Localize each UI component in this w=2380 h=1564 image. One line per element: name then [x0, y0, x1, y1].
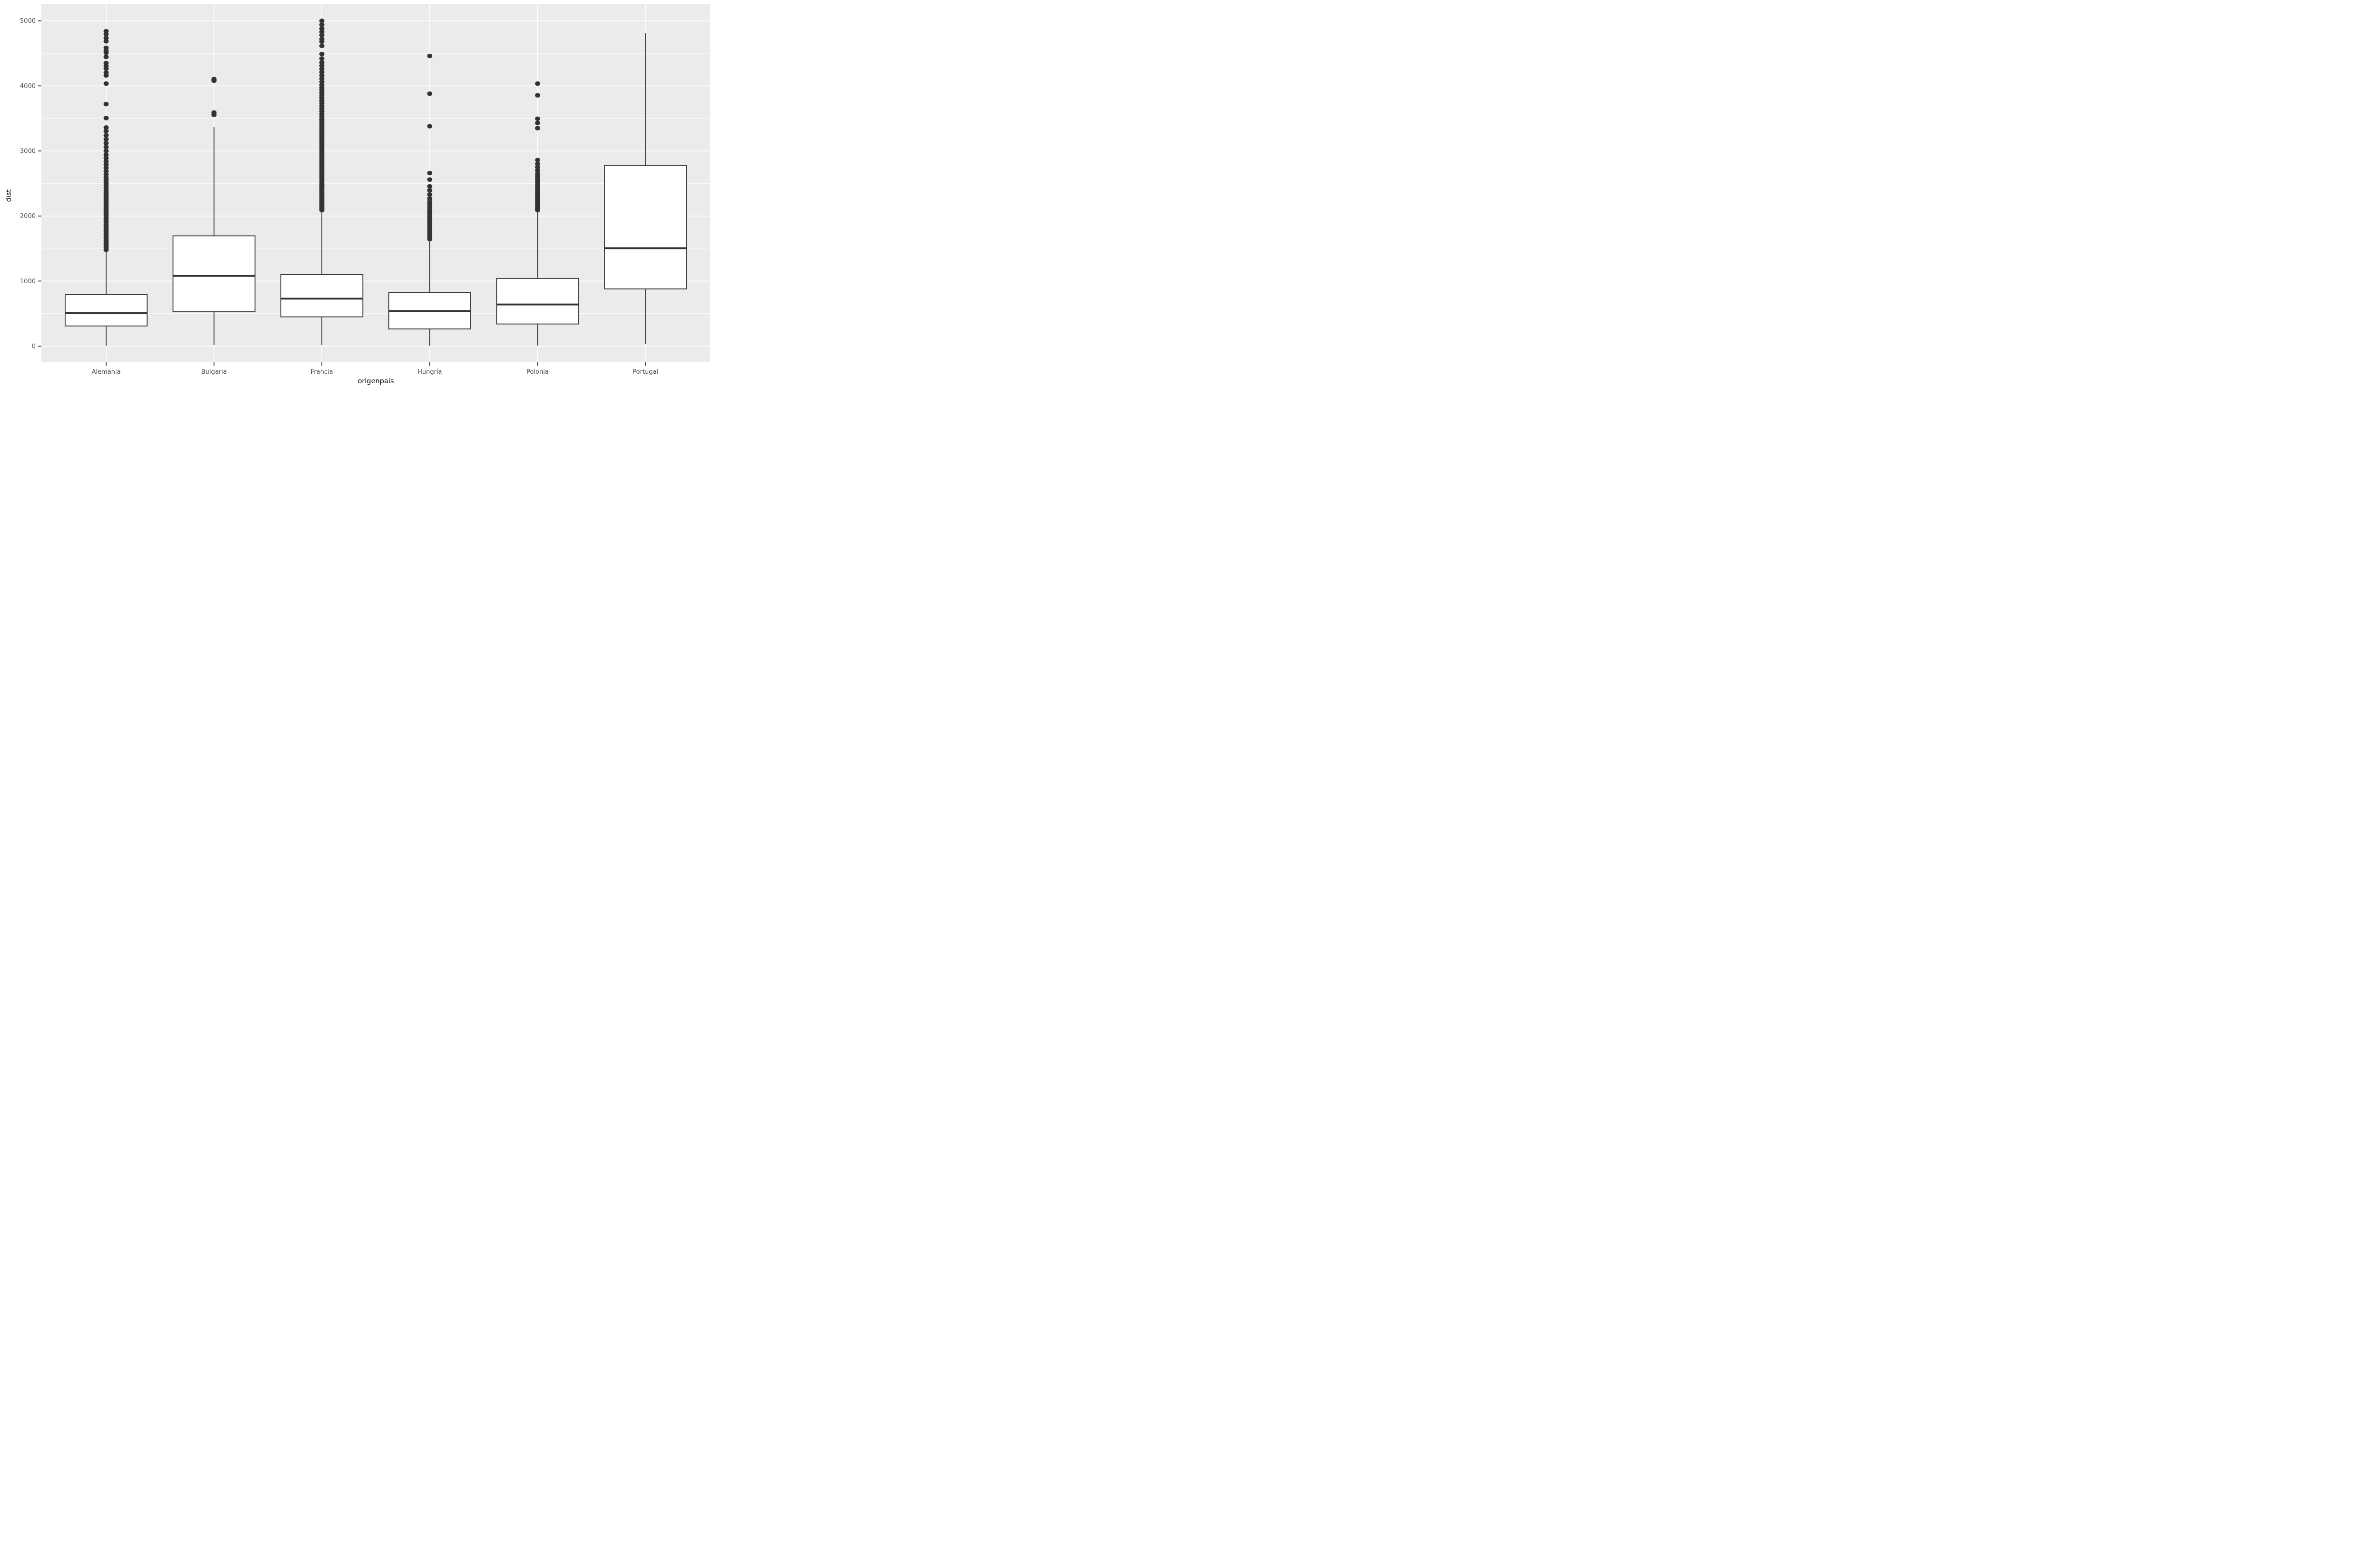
x-tick-label: Portugal [633, 369, 658, 376]
outlier-point-polonia [535, 116, 540, 121]
outlier-point-alemania [103, 149, 109, 153]
y-tick-label: 4000 [20, 83, 36, 90]
y-tick-label: 0 [32, 343, 36, 350]
outlier-point-polonia [535, 93, 540, 98]
outlier-point-francia [319, 32, 325, 38]
outlier-point-alemania [103, 162, 109, 167]
outlier-point-francia [319, 60, 325, 65]
y-tick-label: 1000 [20, 278, 36, 285]
x-tick-label: Polonia [526, 369, 549, 376]
outlier-point-alemania [103, 145, 109, 149]
outlier-point-bulgaria [211, 77, 217, 81]
outlier-point-polonia [535, 168, 540, 173]
x-tick-label: Francia [311, 369, 333, 376]
outlier-point-alemania [103, 39, 109, 44]
outlier-point-hungria [427, 188, 433, 193]
outlier-point-francia [319, 83, 325, 88]
outlier-point-francia [319, 30, 325, 34]
x-axis-title: origenpais [357, 378, 394, 385]
box-francia [280, 274, 364, 318]
outlier-point-hungria [427, 196, 433, 201]
outlier-point-alemania [103, 101, 109, 107]
outlier-point-alemania [103, 29, 109, 34]
outlier-point-francia [319, 80, 325, 84]
box-portugal [604, 165, 687, 289]
outlier-point-alemania [103, 81, 109, 86]
outlier-point-francia [319, 22, 325, 27]
outlier-point-hungria [427, 91, 433, 96]
outlier-point-francia [319, 37, 325, 41]
x-tick-label: Bulgaria [201, 369, 227, 376]
outlier-point-francia [319, 67, 325, 71]
outlier-point-alemania [103, 125, 109, 130]
outlier-point-polonia [535, 165, 540, 169]
outlier-point-polonia [535, 126, 540, 131]
outlier-point-hungria [427, 170, 433, 176]
outlier-point-francia [319, 63, 325, 68]
outlier-point-alemania [103, 133, 109, 138]
outlier-point-alemania [103, 169, 109, 174]
outlier-point-alemania [103, 36, 109, 40]
boxplot-figure: 0 1000 2000 3000 4000 5000 Alemania Bulgaria Fra… [0, 0, 714, 391]
box-bulgaria [172, 235, 256, 312]
outlier-point-hungria [427, 177, 433, 182]
outlier-point-polonia [535, 171, 540, 176]
outlier-point-alemania [103, 159, 109, 164]
y-tick-label: 5000 [20, 18, 36, 25]
outlier-point-francia [319, 51, 325, 57]
outlier-point-alemania [103, 172, 109, 177]
box-polonia [496, 278, 579, 325]
outlier-point-francia [319, 26, 325, 31]
outlier-point-alemania [103, 70, 109, 75]
outlier-point-polonia [535, 161, 540, 167]
outlier-point-polonia [535, 120, 540, 126]
outlier-point-bulgaria [211, 110, 217, 115]
y-axis-title: dist [5, 189, 13, 202]
outlier-point-alemania [103, 54, 109, 60]
outlier-point-francia [319, 43, 325, 49]
plot-panel [41, 4, 710, 362]
outlier-point-francia [319, 18, 325, 23]
y-tick-label: 2000 [20, 213, 36, 220]
outlier-point-alemania [103, 156, 109, 160]
outlier-point-alemania [103, 137, 109, 142]
outlier-point-francia [319, 73, 325, 78]
outlier-point-francia [319, 76, 325, 81]
outlier-point-hungria [427, 184, 433, 189]
x-tick-label: Hungría [417, 369, 442, 376]
outlier-point-hungria [427, 192, 433, 197]
outlier-point-hungria [427, 53, 433, 59]
outlier-point-polonia [535, 81, 540, 86]
outlier-point-francia [319, 56, 325, 61]
outlier-point-alemania [103, 116, 109, 120]
outlier-point-hungria [427, 199, 433, 204]
outlier-point-francia [319, 70, 325, 75]
boxplot-canvas: 0 1000 2000 3000 4000 5000 Alemania Bulgaria Fra… [20, 4, 710, 376]
x-tick-label: Alemania [91, 369, 120, 376]
outlier-point-alemania [103, 140, 109, 146]
outlier-point-alemania [103, 45, 109, 50]
outlier-point-polonia [535, 158, 540, 162]
y-tick-label: 3000 [20, 148, 36, 155]
outlier-point-hungria [427, 124, 433, 129]
outlier-point-alemania [103, 129, 109, 134]
outlier-point-alemania [103, 175, 109, 180]
box-alemania [64, 294, 148, 327]
outlier-point-alemania [103, 60, 109, 66]
outlier-point-alemania [103, 165, 109, 170]
outlier-point-alemania [103, 152, 109, 158]
